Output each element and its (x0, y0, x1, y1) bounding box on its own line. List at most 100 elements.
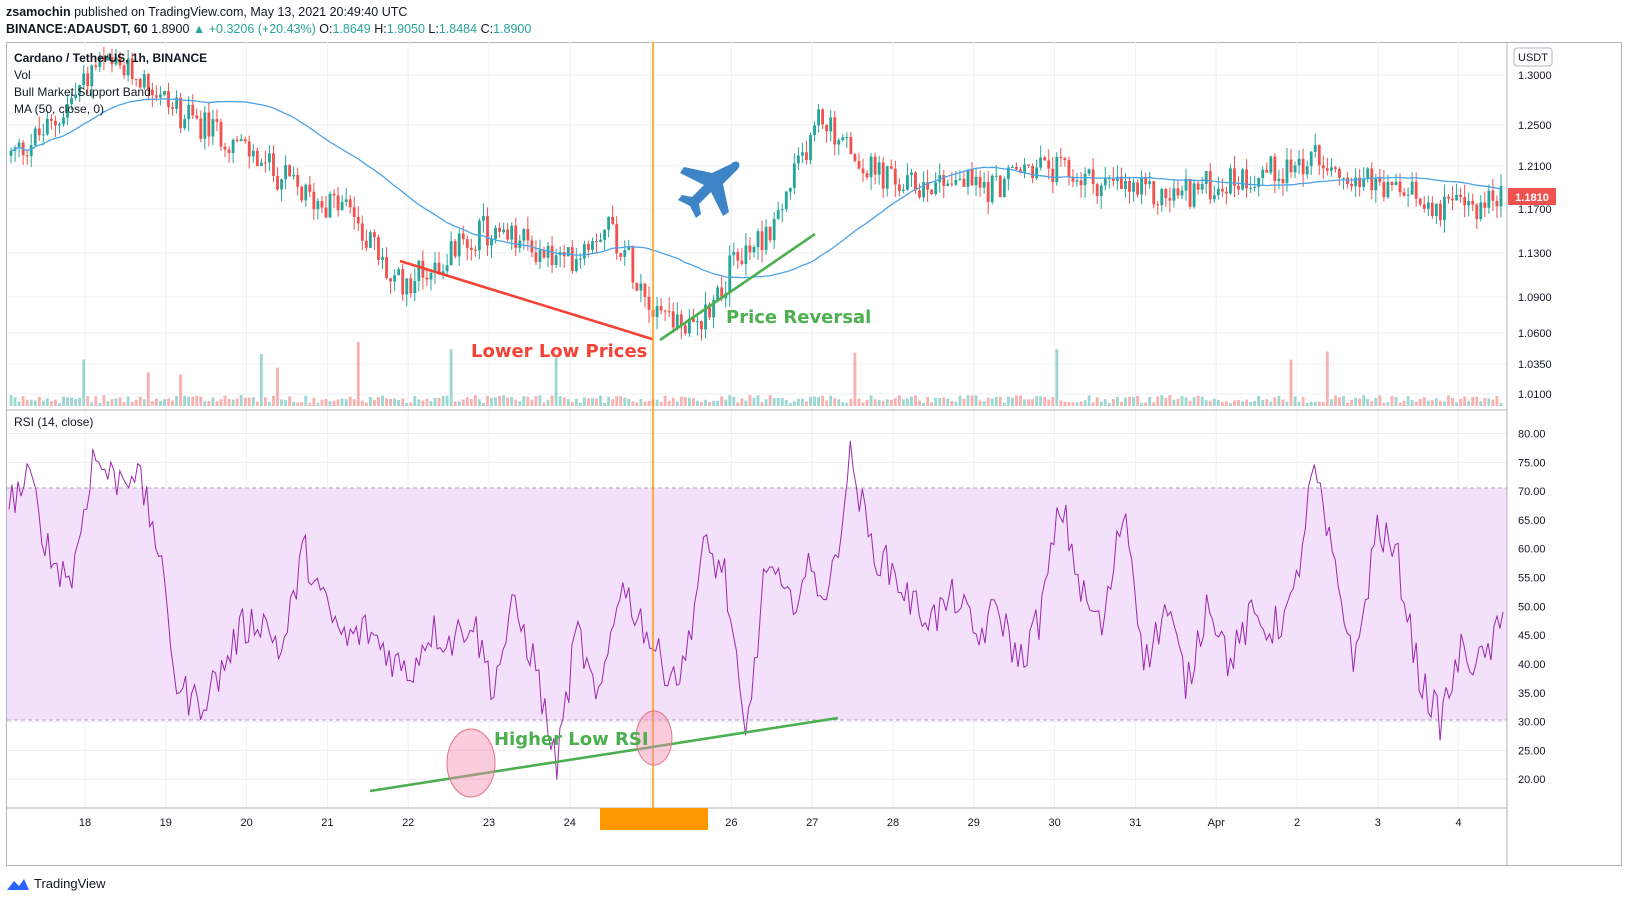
volume-bar (288, 396, 292, 406)
candle-body (1152, 181, 1156, 205)
volume-bar (1459, 398, 1463, 406)
candle-body (825, 124, 829, 132)
chart-frame (6, 42, 1622, 866)
candle-body (1390, 181, 1394, 186)
volume-bar (675, 401, 679, 406)
candle-body (510, 225, 514, 240)
volume-bar (1281, 399, 1285, 406)
legend-title[interactable]: Cardano / TetherUS, 1h, BINANCE (14, 51, 208, 65)
candle-body (554, 255, 558, 265)
candle-body (1156, 204, 1160, 206)
volume-bar (449, 349, 453, 406)
candle-body (1410, 181, 1414, 195)
candle-body (78, 84, 82, 95)
volume-bar (809, 396, 812, 406)
candle-body (1071, 176, 1075, 182)
last-price-badge: 1.1810 (1515, 192, 1549, 204)
volume-bar (461, 399, 465, 406)
time-tick-label: 29 (968, 817, 980, 829)
volume-bar (1265, 399, 1269, 406)
candle-body (841, 137, 845, 141)
volume-bar (926, 397, 930, 406)
candle-body (171, 107, 174, 109)
candle-body (465, 239, 469, 248)
volume-bar (352, 399, 356, 406)
volume-bar (930, 402, 934, 406)
volume-bar (304, 395, 308, 406)
volume-bar (1010, 397, 1014, 406)
legend-vol[interactable]: Vol (14, 68, 31, 82)
volume-bar (837, 399, 841, 406)
volume-bar (813, 396, 816, 406)
volume-bar (599, 395, 602, 406)
volume-bar (869, 395, 873, 406)
volume-bar (498, 395, 502, 406)
volume-bar (1422, 397, 1426, 406)
volume-bar (1350, 400, 1353, 406)
rsi-tick-label: 20.00 (1518, 774, 1546, 786)
candle-body (1495, 200, 1499, 207)
volume-bar (506, 397, 510, 406)
candle-body (1406, 194, 1410, 196)
volume-bar (772, 398, 776, 406)
volume-bar (373, 399, 376, 406)
volume-bar (385, 398, 388, 406)
volume-bar (1451, 397, 1454, 406)
volume-bar (708, 402, 711, 406)
price-tick-label: 1.3000 (1518, 70, 1552, 82)
legend-rsi[interactable]: RSI (14, close) (14, 415, 94, 429)
candle-body (1051, 168, 1055, 183)
footer-brand[interactable]: TradingView (34, 876, 106, 891)
volume-bar (417, 399, 421, 406)
candle-body (1297, 158, 1301, 166)
volume-bar (603, 402, 606, 406)
volume-bar (861, 402, 865, 406)
rsi-tick-label: 45.00 (1518, 630, 1546, 642)
candle-body (17, 142, 21, 148)
rsi-tick-label: 25.00 (1518, 745, 1546, 757)
time-tick-label: 27 (806, 817, 818, 829)
candle-body (1382, 182, 1386, 198)
volume-bar (1079, 401, 1083, 406)
candle-body (534, 252, 538, 262)
candle-body (873, 156, 877, 175)
candle-body (1346, 177, 1349, 184)
candle-body (663, 310, 667, 312)
legend-band[interactable]: Bull Market Support Band (14, 85, 151, 99)
volume-bar (490, 397, 493, 406)
volume-bar (437, 397, 441, 406)
volume-bar (748, 395, 752, 406)
volume-bar (1103, 399, 1107, 406)
volume-bar (801, 398, 804, 406)
candle-body (461, 233, 465, 240)
volume-bar (796, 398, 800, 406)
volume-bar (336, 399, 340, 406)
candle-body (986, 182, 990, 203)
author-name[interactable]: zsamochin (6, 5, 71, 19)
candle-body (627, 246, 631, 250)
time-tick-label: 28 (887, 817, 899, 829)
volume-bar (78, 397, 82, 406)
candle-body (897, 184, 901, 191)
candle-body (708, 304, 711, 318)
candle-body (1451, 198, 1454, 201)
volume-bar (582, 397, 586, 406)
volume-bar (1229, 402, 1232, 406)
candle-body (1402, 192, 1406, 196)
candle-body (445, 265, 449, 272)
currency-badge-box[interactable] (1513, 47, 1553, 67)
candle-body (970, 169, 974, 186)
volume-bar (647, 400, 651, 406)
volume-bar (611, 399, 615, 406)
volume-bar (280, 399, 283, 406)
candle-body (1091, 169, 1095, 185)
candle-body (332, 193, 336, 196)
volume-bar (655, 399, 659, 406)
volume-bar (595, 398, 598, 406)
legend-ma[interactable]: MA (50, close, 0) (14, 102, 105, 116)
candle-body (457, 233, 461, 257)
volume-bar (1329, 399, 1333, 406)
candle-body (623, 249, 627, 257)
volume-bar (740, 398, 744, 406)
